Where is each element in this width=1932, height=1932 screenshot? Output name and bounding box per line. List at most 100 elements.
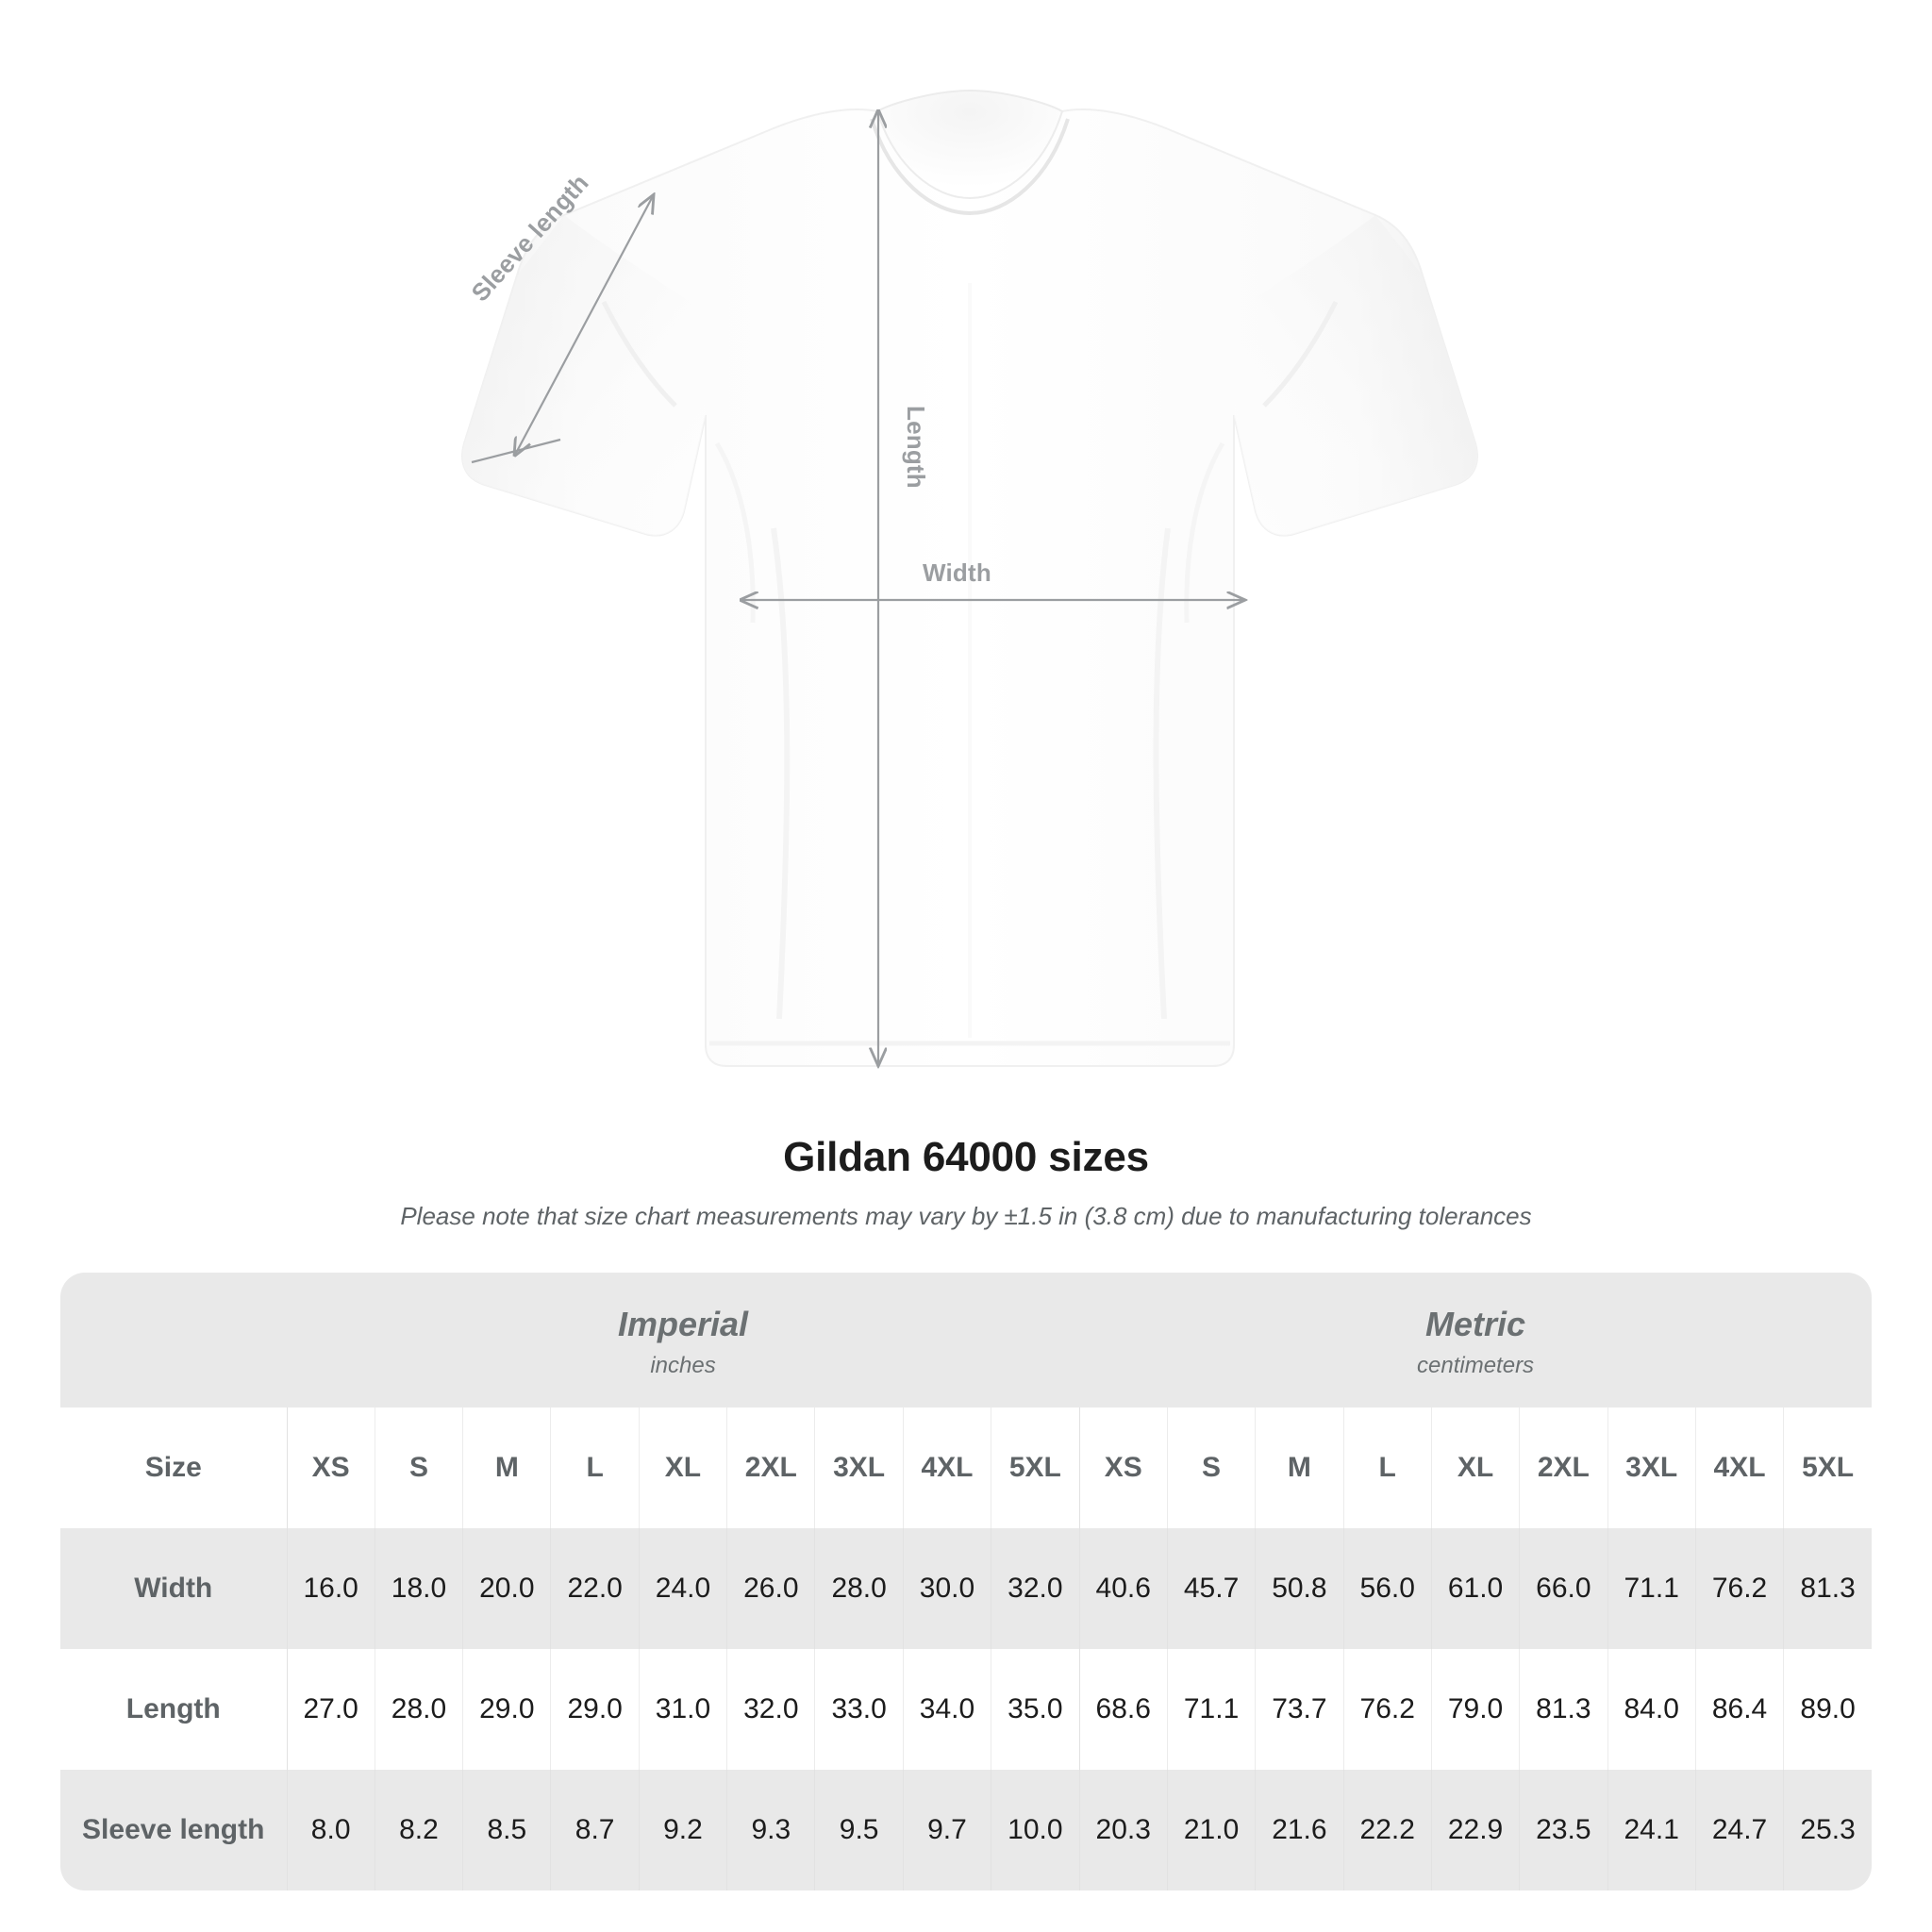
cell-width-imperial-4xl: 30.0 bbox=[903, 1528, 992, 1650]
cell-sleeve-length-metric-s: 21.0 bbox=[1167, 1770, 1257, 1891]
size-header-imperial-xl: XL bbox=[639, 1407, 728, 1529]
size-header-imperial-5xl: 5XL bbox=[991, 1407, 1080, 1529]
cell-length-metric-s: 71.1 bbox=[1167, 1649, 1257, 1771]
unit-band-spacer bbox=[60, 1273, 287, 1408]
cell-sleeve-length-imperial-xs: 8.0 bbox=[287, 1770, 375, 1891]
sleeve-endpoint-tick bbox=[471, 438, 561, 464]
cell-width-imperial-xs: 16.0 bbox=[287, 1528, 375, 1650]
cell-length-metric-m: 73.7 bbox=[1255, 1649, 1344, 1771]
size-header-metric-3xl: 3XL bbox=[1607, 1407, 1696, 1529]
table-row: Width 16.0 18.0 20.0 22.0 24.0 26.0 28.0 30.0 32.… bbox=[60, 1528, 1872, 1650]
cell-width-metric-5xl: 81.3 bbox=[1783, 1528, 1872, 1650]
row-header-sleeve-length: Sleeve length bbox=[60, 1770, 288, 1891]
cell-sleeve-length-imperial-l: 8.7 bbox=[550, 1770, 640, 1891]
cell-width-imperial-m: 20.0 bbox=[462, 1528, 552, 1650]
imperial-unit-name: Imperial bbox=[618, 1305, 749, 1343]
metric-unit-name: Metric bbox=[1425, 1305, 1526, 1343]
cell-length-imperial-l: 29.0 bbox=[550, 1649, 640, 1771]
cell-width-imperial-3xl: 28.0 bbox=[814, 1528, 904, 1650]
size-chart-table-wrapper: Imperial inches Metric centimeters Size XS S M L… bbox=[60, 1273, 1872, 1891]
size-header-metric-2xl: 2XL bbox=[1519, 1407, 1608, 1529]
cell-sleeve-length-imperial-m: 8.5 bbox=[462, 1770, 552, 1891]
cell-length-imperial-m: 29.0 bbox=[462, 1649, 552, 1771]
cell-sleeve-length-metric-5xl: 25.3 bbox=[1783, 1770, 1872, 1891]
size-header-metric-xl: XL bbox=[1431, 1407, 1521, 1529]
cell-length-metric-4xl: 86.4 bbox=[1695, 1649, 1785, 1771]
cell-sleeve-length-metric-4xl: 24.7 bbox=[1695, 1770, 1785, 1891]
table-row: Length 27.0 28.0 29.0 29.0 31.0 32.0 33.0 34.0 35… bbox=[60, 1649, 1872, 1771]
size-chart-table: Imperial inches Metric centimeters Size XS S M L… bbox=[60, 1273, 1872, 1891]
cell-length-imperial-5xl: 35.0 bbox=[991, 1649, 1080, 1771]
row-header-length: Length bbox=[60, 1649, 288, 1771]
metric-unit-sub: centimeters bbox=[1417, 1353, 1535, 1379]
size-header-metric-4xl: 4XL bbox=[1695, 1407, 1785, 1529]
cell-width-metric-l: 56.0 bbox=[1343, 1528, 1432, 1650]
cell-width-imperial-2xl: 26.0 bbox=[726, 1528, 816, 1650]
cell-length-imperial-2xl: 32.0 bbox=[726, 1649, 816, 1771]
cell-length-metric-3xl: 84.0 bbox=[1607, 1649, 1696, 1771]
size-header-imperial-4xl: 4XL bbox=[903, 1407, 992, 1529]
cell-sleeve-length-metric-xl: 22.9 bbox=[1431, 1770, 1521, 1891]
cell-width-metric-xl: 61.0 bbox=[1431, 1528, 1521, 1650]
cell-width-imperial-l: 22.0 bbox=[550, 1528, 640, 1650]
unit-band-row: Imperial inches Metric centimeters bbox=[60, 1273, 1872, 1408]
cell-width-metric-s: 45.7 bbox=[1167, 1528, 1257, 1650]
cell-width-metric-4xl: 76.2 bbox=[1695, 1528, 1785, 1650]
table-row: Sleeve length 8.0 8.2 8.5 8.7 9.2 9.3 9.5 9.7 10.… bbox=[60, 1770, 1872, 1891]
size-header-imperial-2xl: 2XL bbox=[726, 1407, 816, 1529]
imperial-unit-sub: inches bbox=[650, 1353, 716, 1379]
cell-length-metric-l: 76.2 bbox=[1343, 1649, 1432, 1771]
size-header-imperial-xs: XS bbox=[287, 1407, 375, 1529]
cell-sleeve-length-imperial-xl: 9.2 bbox=[639, 1770, 728, 1891]
cell-width-imperial-5xl: 32.0 bbox=[991, 1528, 1080, 1650]
cell-length-imperial-3xl: 33.0 bbox=[814, 1649, 904, 1771]
cell-sleeve-length-metric-l: 22.2 bbox=[1343, 1770, 1432, 1891]
page-title: Gildan 64000 sizes bbox=[783, 1134, 1149, 1180]
length-label: Length bbox=[902, 406, 930, 489]
size-header-metric-m: M bbox=[1255, 1407, 1344, 1529]
sleeve-dimension-line bbox=[515, 196, 653, 455]
width-label: Width bbox=[923, 558, 991, 587]
heading-block: Gildan 64000 sizes Please note that size… bbox=[0, 1134, 1932, 1231]
cell-length-imperial-xs: 27.0 bbox=[287, 1649, 375, 1771]
size-row-header: Size bbox=[60, 1407, 288, 1529]
cell-length-metric-xl: 79.0 bbox=[1431, 1649, 1521, 1771]
imperial-unit-cell: Imperial inches bbox=[287, 1273, 1080, 1408]
tolerance-note: Please note that size chart measurements… bbox=[400, 1202, 1532, 1230]
cell-sleeve-length-metric-2xl: 23.5 bbox=[1519, 1770, 1608, 1891]
cell-width-metric-3xl: 71.1 bbox=[1607, 1528, 1696, 1650]
cell-sleeve-length-metric-m: 21.6 bbox=[1255, 1770, 1344, 1891]
cell-sleeve-length-imperial-5xl: 10.0 bbox=[991, 1770, 1080, 1891]
cell-sleeve-length-imperial-4xl: 9.7 bbox=[903, 1770, 992, 1891]
size-header-metric-xs: XS bbox=[1079, 1407, 1168, 1529]
tshirt-drawing bbox=[461, 89, 1478, 1123]
size-header-imperial-s: S bbox=[375, 1407, 464, 1529]
cell-sleeve-length-metric-3xl: 24.1 bbox=[1607, 1770, 1696, 1891]
tshirt-illustration: Sleeve length Length Width bbox=[461, 89, 1478, 1123]
row-header-width: Width bbox=[60, 1528, 288, 1650]
size-header-imperial-l: L bbox=[550, 1407, 640, 1529]
cell-sleeve-length-metric-xs: 20.3 bbox=[1079, 1770, 1168, 1891]
cell-length-metric-2xl: 81.3 bbox=[1519, 1649, 1608, 1771]
size-header-metric-l: L bbox=[1343, 1407, 1432, 1529]
cell-width-metric-m: 50.8 bbox=[1255, 1528, 1344, 1650]
cell-sleeve-length-imperial-3xl: 9.5 bbox=[814, 1770, 904, 1891]
cell-width-imperial-s: 18.0 bbox=[375, 1528, 464, 1650]
size-header-imperial-3xl: 3XL bbox=[814, 1407, 904, 1529]
cell-length-metric-xs: 68.6 bbox=[1079, 1649, 1168, 1771]
size-header-row: Size XS S M L XL 2XL 3XL 4XL 5XL XS S M L XL 2XL 3XL 4XL 5… bbox=[60, 1407, 1872, 1529]
cell-width-metric-2xl: 66.0 bbox=[1519, 1528, 1608, 1650]
metric-unit-cell: Metric centimeters bbox=[1079, 1273, 1872, 1408]
cell-length-metric-5xl: 89.0 bbox=[1783, 1649, 1872, 1771]
cell-length-imperial-s: 28.0 bbox=[375, 1649, 464, 1771]
cell-sleeve-length-imperial-s: 8.2 bbox=[375, 1770, 464, 1891]
size-header-metric-s: S bbox=[1167, 1407, 1257, 1529]
cell-length-imperial-xl: 31.0 bbox=[639, 1649, 728, 1771]
size-header-metric-5xl: 5XL bbox=[1783, 1407, 1872, 1529]
cell-width-imperial-xl: 24.0 bbox=[639, 1528, 728, 1650]
cell-width-metric-xs: 40.6 bbox=[1079, 1528, 1168, 1650]
cell-length-imperial-4xl: 34.0 bbox=[903, 1649, 992, 1771]
cell-sleeve-length-imperial-2xl: 9.3 bbox=[726, 1770, 816, 1891]
size-header-imperial-m: M bbox=[462, 1407, 552, 1529]
